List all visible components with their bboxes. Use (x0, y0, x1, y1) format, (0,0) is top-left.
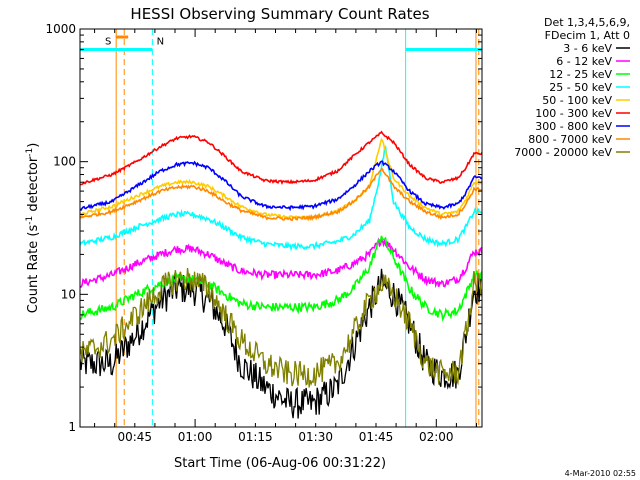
series-line-3 (80, 235, 482, 323)
legend-label-7: 300 - 800 keV (535, 120, 612, 133)
series-line-6 (80, 130, 482, 186)
x-axis-label: Start Time (06-Aug-06 00:31:22) (174, 456, 386, 471)
legend-label-6: 100 - 300 keV (535, 107, 612, 120)
y-tick-label: 10 (61, 287, 76, 301)
legend-label-1: 3 - 6 keV (563, 42, 612, 55)
legend-label-2: 6 - 12 keV (556, 55, 612, 68)
x-tick-label: 00:45 (117, 430, 152, 444)
y-tick-label: 100 (53, 155, 76, 169)
x-tick-label: 01:30 (298, 430, 333, 444)
y-tick-label: 1 (68, 420, 76, 434)
y-axis-label-mid: detector (26, 156, 41, 216)
legend: Det 1,3,4,5,6,9, FDecim 1, Att 0 3 - 6 k… (514, 16, 630, 159)
legend-label-5: 50 - 100 keV (542, 94, 612, 107)
flag-s: S (105, 37, 111, 48)
legend-label-9: 7000 - 20000 keV (514, 146, 612, 159)
x-tick-label: 01:00 (178, 430, 213, 444)
y-axis-label-sup1: -1 (25, 216, 35, 225)
series-line-8 (80, 168, 482, 222)
x-tick-label: 01:45 (359, 430, 394, 444)
y-axis-label-sup2: -1 (25, 148, 35, 157)
legend-label-4: 25 - 50 keV (549, 81, 612, 94)
series-line-2 (80, 237, 482, 289)
plot-frame (79, 28, 483, 428)
x-tick-label: 01:15 (238, 430, 273, 444)
y-tick-label: 1000 (45, 22, 76, 36)
x-tick-label: 02:00 (419, 430, 454, 444)
legend-label-3: 12 - 25 keV (549, 68, 612, 81)
flag-n: N (157, 37, 164, 48)
x-axis: 00:45 01:00 01:15 01:30 01:45 02:00 (94, 29, 477, 444)
series-line-4 (80, 144, 482, 252)
legend-header-line-2: FDecim 1, Att 0 (545, 29, 630, 42)
y-axis: 1 10 100 1000 (45, 22, 482, 434)
y-axis-label-end: ) (26, 143, 41, 148)
series-line-9 (80, 267, 482, 388)
chart-title: HESSI Observing Summary Count Rates (130, 5, 429, 23)
y-axis-label-main: Count Rate (s (26, 225, 41, 314)
series-line-7 (80, 160, 482, 212)
y-axis-label: Count Rate (s-1 detector-1) (25, 143, 41, 314)
legend-header-line-1: Det 1,3,4,5,6,9, (544, 16, 630, 29)
footer-date: 4-Mar-2010 02:55 (565, 469, 636, 478)
legend-label-8: 800 - 7000 keV (528, 133, 612, 146)
